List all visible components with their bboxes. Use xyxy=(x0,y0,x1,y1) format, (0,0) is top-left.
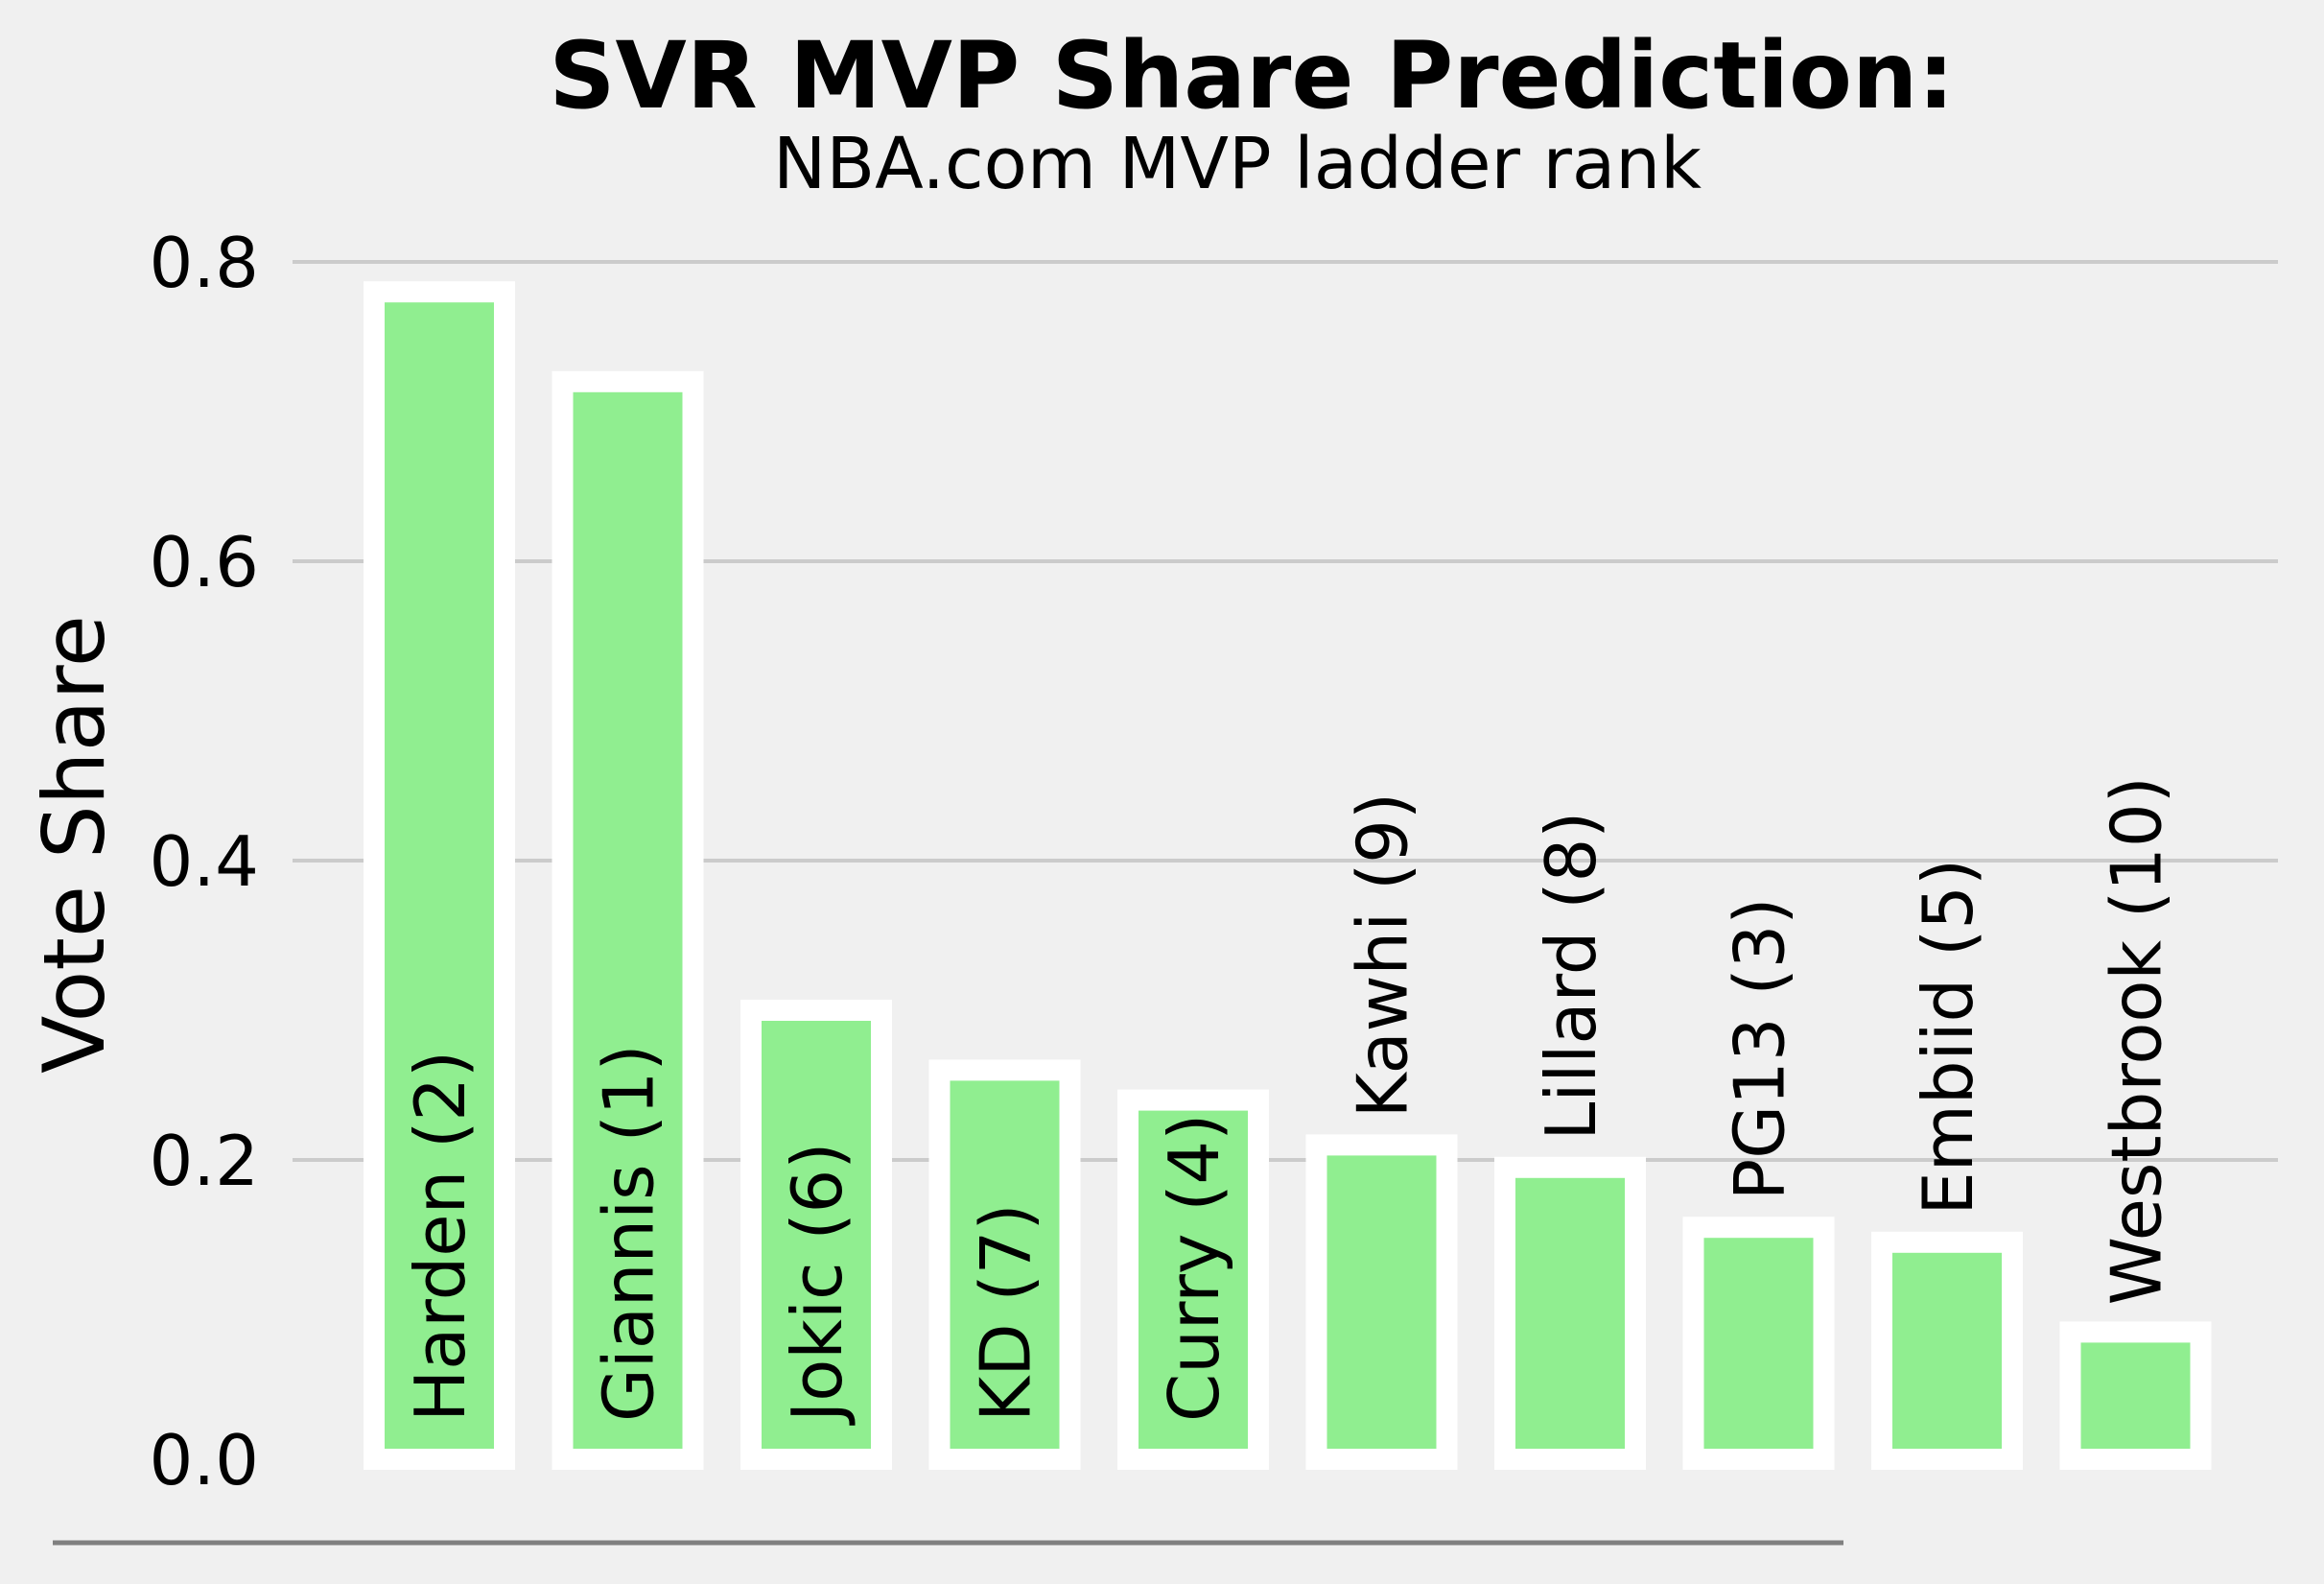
chart-subtitle: NBA.com MVP ladder rank xyxy=(773,123,1702,205)
y-axis-label: Vote Share xyxy=(25,615,124,1074)
bar-label: Kawhi (9) xyxy=(1343,792,1423,1118)
bar xyxy=(1117,1089,1269,1470)
y-tick-label: 0.6 xyxy=(149,522,259,603)
bar-label: Lillard (8) xyxy=(1531,812,1611,1141)
y-tick-label: 0.4 xyxy=(149,821,259,902)
bar xyxy=(1871,1231,2023,1471)
bar xyxy=(364,281,515,1471)
bar-label: KD (7) xyxy=(966,1203,1046,1422)
bar xyxy=(1682,1217,1835,1470)
bar xyxy=(552,370,704,1470)
bar xyxy=(1305,1134,1458,1471)
bar-label: PG13 (3) xyxy=(1720,897,1800,1200)
bar xyxy=(928,1059,1081,1471)
y-tick-labels: 0.0 0.2 0.4 0.6 0.8 xyxy=(149,223,259,1501)
bars xyxy=(364,281,2212,1471)
chart-title: SVR MVP Share Prediction: xyxy=(549,22,1954,130)
bar xyxy=(2059,1321,2212,1471)
bar-labels: Harden (2) Giannis (1) Jokic (6) KD (7) Curr… xyxy=(400,776,2177,1426)
bar xyxy=(740,1000,892,1470)
bar-label: Giannis (1) xyxy=(589,1044,669,1422)
bar-label: Jokic (6) xyxy=(777,1143,857,1426)
bar-label: Embiid (5) xyxy=(1908,859,1988,1216)
y-tick-label: 0.0 xyxy=(149,1420,259,1501)
y-tick-label: 0.2 xyxy=(149,1121,259,1201)
bar xyxy=(1494,1156,1646,1471)
y-tick-label: 0.8 xyxy=(149,223,259,303)
bar-label: Westbrook (10) xyxy=(2097,776,2177,1305)
bar-label: Curry (4) xyxy=(1154,1114,1234,1422)
bar-label: Harden (2) xyxy=(400,1051,481,1422)
